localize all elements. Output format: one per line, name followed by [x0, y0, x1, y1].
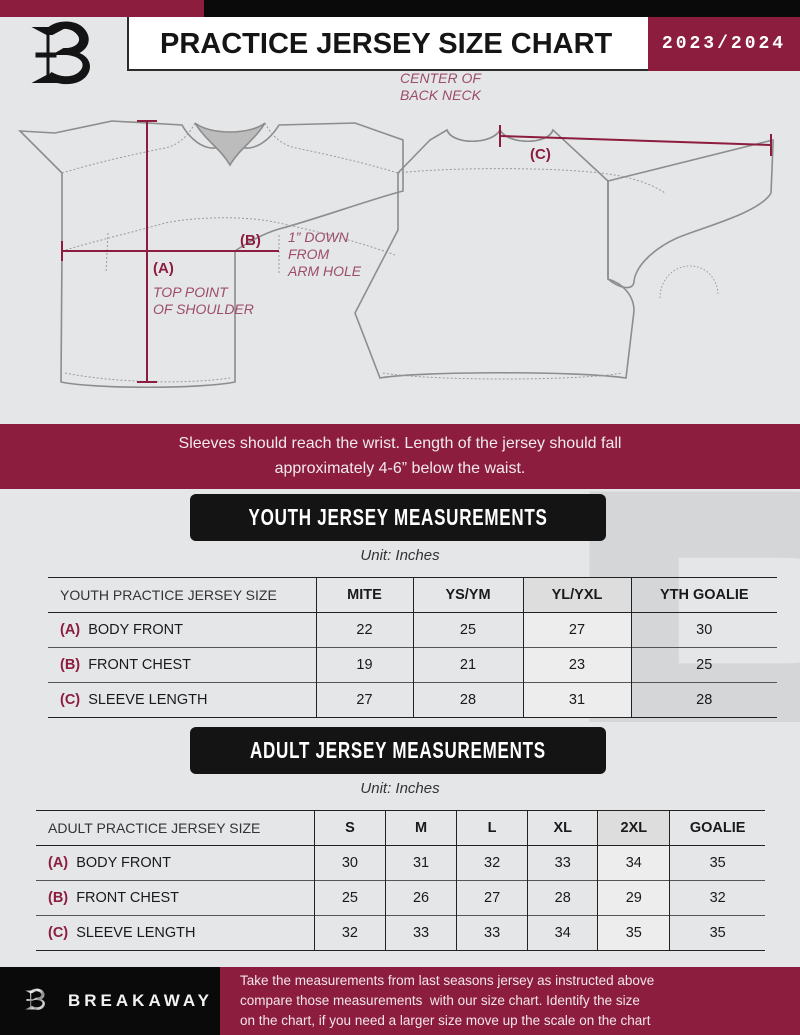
- svg-text:(B): (B): [240, 232, 261, 249]
- svg-text:OF SHOULDER: OF SHOULDER: [153, 301, 254, 317]
- svg-text:BACK NECK: BACK NECK: [400, 87, 482, 103]
- svg-text:(C): (C): [530, 146, 551, 163]
- svg-text:FROM: FROM: [288, 246, 330, 262]
- svg-text:CENTER OF: CENTER OF: [400, 73, 482, 86]
- svg-text:1” DOWN: 1” DOWN: [288, 229, 350, 245]
- svg-text:TOP POINT: TOP POINT: [153, 284, 229, 300]
- svg-text:(A): (A): [153, 260, 174, 277]
- svg-text:ARM HOLE: ARM HOLE: [287, 263, 362, 279]
